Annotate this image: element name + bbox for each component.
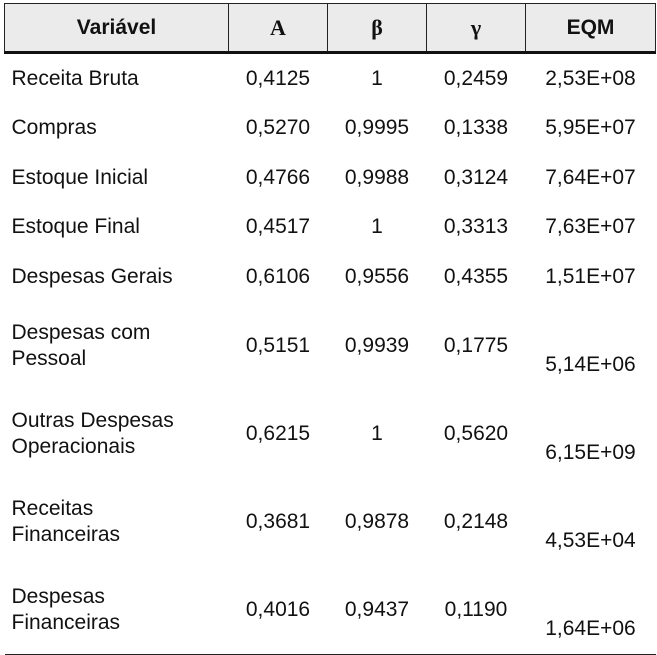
variable-cell: Despesas Gerais (11, 264, 173, 288)
value-cell: 0,5151 (245, 333, 311, 357)
value-cell: 0,9437 (327, 565, 427, 655)
value-cell: 0,1775 (443, 333, 509, 357)
table-row: Estoque Inicial 0,4766 0,9988 0,3124 7,64E+0… (5, 153, 656, 203)
value-cell: 0,9988 (344, 165, 410, 189)
variable-cell: Despesas Financeiras (4, 565, 229, 655)
value-cell: 0,2148 (443, 509, 509, 533)
variable-cell: Receita Bruta (11, 66, 139, 90)
value-cell: 4,53E+04 (545, 528, 636, 552)
variable-cell: Estoque Final (11, 215, 140, 239)
value-cell: 0,1338 (443, 116, 509, 140)
value-cell: 0,9995 (344, 116, 410, 140)
table-row: Outras Despesas Operacionais 0,6215 1 0,562… (5, 390, 656, 478)
table-row: Receita Bruta 0,4125 1 0,2459 2,53E+08 (5, 53, 656, 104)
value-cell: 0,6106 (245, 264, 311, 288)
value-cell: 1,64E+06 (525, 565, 656, 655)
value-cell: 0,4125 (245, 66, 311, 90)
header-cell: Variável (4, 3, 229, 54)
value-cell: 1 (371, 215, 383, 239)
value-cell: 0,4016 (228, 565, 328, 655)
variable-cell: Outras Despesas Operacionais (11, 408, 174, 458)
value-cell: 0,4517 (245, 215, 311, 239)
table-body: Receita Bruta 0,4125 1 0,2459 2,53E+08 Compra… (4, 53, 656, 655)
value-cell: 7,63E+07 (545, 215, 636, 239)
value-cell: 0,3681 (245, 509, 311, 533)
variable-cell: Receitas Financeiras (11, 496, 121, 546)
value-cell: 5,14E+06 (545, 352, 636, 376)
value-cell: 0,1190 (426, 565, 526, 655)
variable-cell: Despesas com Pessoal (11, 320, 151, 370)
value-cell: 0,2459 (443, 66, 509, 90)
value-cell: 0,9556 (344, 264, 410, 288)
variable-cell: Estoque Inicial (11, 165, 149, 189)
value-cell: 0,4355 (443, 264, 509, 288)
variable-cell: Compras (11, 116, 97, 140)
value-cell: 0,5270 (245, 116, 311, 140)
table-row: Estoque Final 0,4517 1 0,3313 7,63E+07 (5, 203, 656, 253)
value-cell: 0,9939 (344, 333, 410, 357)
value-cell: 2,53E+08 (545, 66, 636, 90)
header-cell: γ (426, 3, 526, 54)
value-cell: 1 (371, 421, 383, 445)
value-cell: 0,9878 (344, 509, 410, 533)
table-row: Despesas Financeiras 0,4016 0,9437 0,1190 1,… (4, 565, 656, 655)
header-cell: EQM (525, 3, 656, 54)
value-cell: 1,51E+07 (545, 264, 636, 288)
value-cell: 0,5620 (443, 421, 509, 445)
header-cell: β (327, 3, 427, 54)
header-cell: A (228, 3, 328, 54)
value-cell: 5,95E+07 (545, 116, 636, 140)
table-row: Receitas Financeiras 0,3681 0,9878 0,2148 4,… (5, 478, 656, 566)
table-row: Despesas Gerais 0,6106 0,9556 0,4355 1,51E+0… (5, 252, 656, 302)
table-row: Despesas com Pessoal 0,5151 0,9939 0,1775 5,… (5, 302, 656, 390)
value-cell: 6,15E+09 (545, 440, 636, 464)
value-cell: 0,3124 (443, 165, 509, 189)
value-cell: 0,3313 (443, 215, 509, 239)
table-row: Compras 0,5270 0,9995 0,1338 5,95E+07 (5, 104, 656, 154)
value-cell: 7,64E+07 (545, 165, 636, 189)
value-cell: 0,4766 (245, 165, 311, 189)
value-cell: 0,6215 (245, 421, 311, 445)
value-cell: 1 (371, 66, 383, 90)
